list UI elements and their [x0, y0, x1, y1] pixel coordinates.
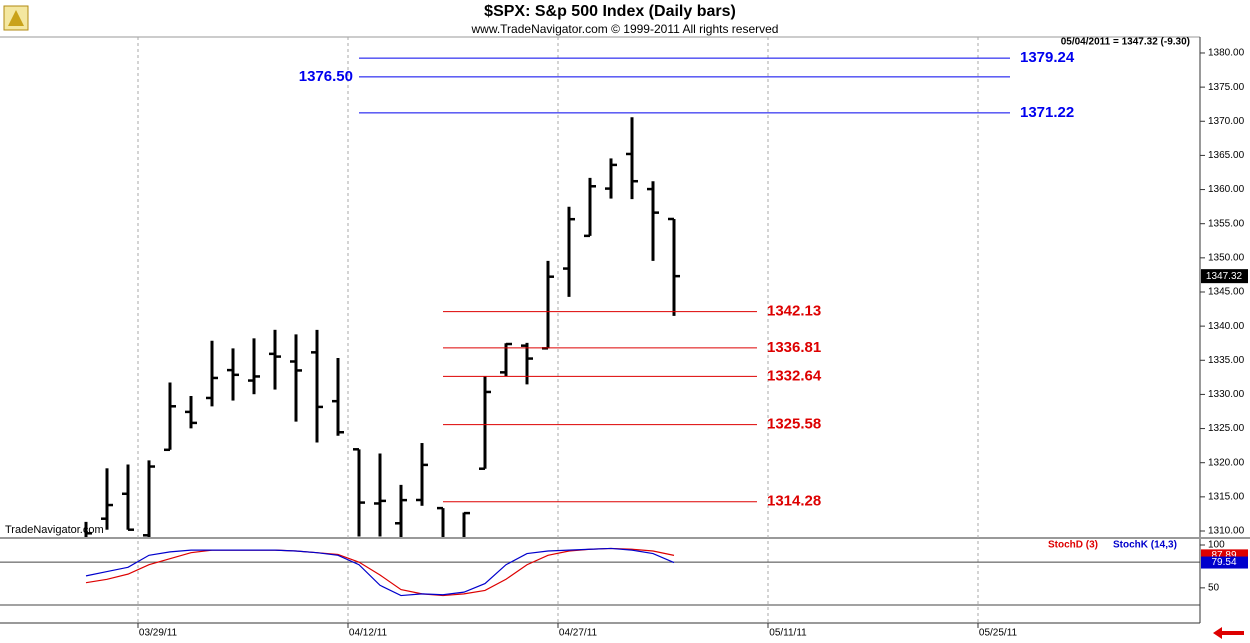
logo — [3, 5, 29, 31]
y-tick-label: 1320.00 — [1208, 457, 1245, 468]
last-price-box — [1201, 269, 1248, 284]
last-quote: 05/04/2011 = 1347.32 (-9.30) — [1061, 37, 1190, 48]
bars — [84, 117, 680, 537]
y-tick-label: 1315.00 — [1208, 491, 1245, 502]
value-box — [1201, 556, 1248, 569]
chart-title: $SPX: S&p 500 Index (Daily bars) — [484, 3, 736, 20]
y-tick-label: 100 — [1208, 540, 1225, 551]
watermark: TradeNavigator.com — [5, 524, 104, 536]
legend-label: StochK (14,3) — [1113, 540, 1177, 551]
value-label: 79.54 — [1211, 557, 1236, 568]
level-label: 1332.64 — [767, 367, 822, 384]
x-tick-label: 04/27/11 — [559, 628, 598, 639]
y-tick-label: 1375.00 — [1208, 82, 1245, 93]
level-label: 1376.50 — [299, 68, 353, 85]
level-label: 1371.22 — [1020, 104, 1074, 121]
last-price-label: 1347.32 — [1206, 271, 1243, 282]
x-tick-label: 05/11/11 — [769, 628, 807, 639]
subtitle: www.TradeNavigator.com © 1999-2011 All r… — [471, 22, 779, 36]
y-tick-label: 1365.00 — [1208, 150, 1245, 161]
y-tick-label: 1335.00 — [1208, 355, 1245, 366]
y-tick-label: 1325.00 — [1208, 423, 1245, 434]
x-tick-label: 04/12/11 — [349, 628, 388, 639]
scroll-arrow[interactable] — [1213, 627, 1244, 639]
legend-label: StochD (3) — [1048, 540, 1098, 551]
y-tick-label: 1330.00 — [1208, 389, 1245, 400]
value-label: 87.89 — [1211, 550, 1236, 561]
y-tick-label: 1345.00 — [1208, 287, 1245, 298]
y-tick-label: 1310.00 — [1208, 526, 1245, 537]
y-tick-label: 1350.00 — [1208, 252, 1245, 263]
y-tick-label: 1380.00 — [1208, 48, 1245, 59]
level-label: 1342.13 — [767, 303, 821, 320]
level-label: 1325.58 — [767, 416, 821, 433]
y-tick-label: 1355.00 — [1208, 218, 1245, 229]
x-tick-label: 03/29/11 — [139, 628, 178, 639]
level-label: 1379.24 — [1020, 49, 1075, 66]
y-tick-label: 1370.00 — [1208, 116, 1245, 127]
x-tick-label: 05/25/11 — [979, 628, 1018, 639]
stoch-line — [85, 547, 675, 597]
y-tick-label: 1340.00 — [1208, 321, 1245, 332]
level-label: 1336.81 — [767, 339, 821, 356]
y-tick-label: 1360.00 — [1208, 184, 1245, 195]
y-tick-label: 50 — [1208, 582, 1220, 593]
level-label: 1314.28 — [767, 493, 821, 510]
